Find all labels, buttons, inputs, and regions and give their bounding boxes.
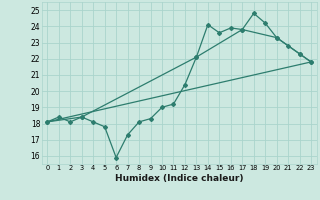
X-axis label: Humidex (Indice chaleur): Humidex (Indice chaleur) — [115, 174, 244, 183]
